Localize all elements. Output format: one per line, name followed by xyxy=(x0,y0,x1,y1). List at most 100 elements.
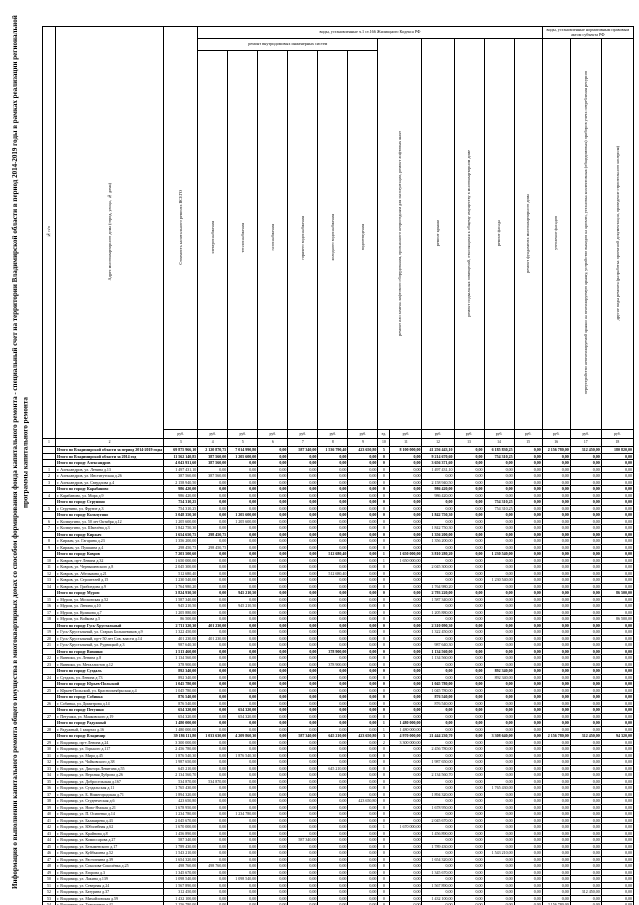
address-cell: г. Владимир, ул. Студенческая д.6 xyxy=(55,797,165,805)
value-cell: 0,00 xyxy=(600,855,635,863)
value-cell: 945 210,50 xyxy=(163,602,199,610)
value-cell: 987 640,30 xyxy=(163,641,199,649)
house-row: 26 г. Собинка, ул. Димитрова д.14 876 540,… xyxy=(41,699,635,707)
value-cell: 0,00 xyxy=(600,849,635,857)
subtotal-row: Итого по городу Собинка 876 540,00 0,00 0,0… xyxy=(41,693,635,701)
value-cell: 498 760,00 xyxy=(163,862,199,870)
value-cell: 0,00 xyxy=(513,855,543,863)
report-table: № п/п Адрес многоквартирного дома (город… xyxy=(41,26,635,905)
value-cell: 0,00 xyxy=(513,790,543,798)
value-cell: 1 045 780,00 xyxy=(163,686,199,694)
address-cell: г. Кольчугино, ул. 50 лет Октября д.12 xyxy=(55,517,165,525)
value-cell: 86 500,00 xyxy=(163,615,199,623)
value-cell: 876 540,00 xyxy=(163,693,199,701)
value-cell: 0,00 xyxy=(600,595,635,603)
report-table-container: № п/п Адрес многоквартирного дома (город… xyxy=(41,26,635,905)
house-row: 40 г. Владимир, ул. П. Осипенко д.14 1 234… xyxy=(41,810,635,818)
house-row: 51 г. Владимир, ул. Северная д.24 1 567 89… xyxy=(41,881,635,889)
index-cell: 12 xyxy=(421,438,455,447)
value-cell: 2 310 090,30 xyxy=(421,621,455,629)
value-cell: 0,00 xyxy=(513,667,543,675)
value-cell: 0,00 xyxy=(421,784,455,792)
address-cell: Итого по Владимирской области за период … xyxy=(55,446,165,454)
address-cell: г. Владимир, ул. Ново-Ямская д.21 xyxy=(55,803,165,811)
value-cell: 378 900,00 xyxy=(163,660,199,668)
house-row: 24 г. Суздаль, ул. Ленина д.73 892 340,00 0… xyxy=(41,673,635,681)
value-cell: 3 824 930,50 xyxy=(163,589,199,597)
value-cell: 1 230 540,00 xyxy=(163,576,199,584)
value-cell: 0,00 xyxy=(347,901,379,905)
address-cell: г. Владимир, ул. Комиссарова д.27 xyxy=(55,836,165,844)
value-cell: 0,00 xyxy=(513,894,543,902)
address-cell: г. Владимир, ул. Михайловская д.59 xyxy=(55,894,165,902)
value-cell: 1 543 210,00 xyxy=(163,849,199,857)
value-cell: 1 654 320,00 xyxy=(163,855,199,863)
value-cell: 0,00 xyxy=(513,738,543,746)
house-row: 17 г. Муром, ул. Куликова д.7 1 205 880,00… xyxy=(41,608,635,616)
address-cell: г. Юрьев-Польский, ул. Краснооктябрьская… xyxy=(55,686,165,694)
value-cell: 0,00 xyxy=(513,537,543,545)
house-row: 53 г. Владимир, ул. Михайловская д.59 1 43… xyxy=(41,894,635,902)
value-cell: 0,00 xyxy=(513,758,543,766)
house-row: 44 г. Владимир, ул. Комиссарова д.27 587 3… xyxy=(41,836,635,844)
value-cell: 0,00 xyxy=(600,738,635,746)
house-row: 22 г. Вязники, ул. Ленина д.8 1 134 560,00… xyxy=(41,654,635,662)
address-cell: г. Владимир, ул. Безыменского д.17 xyxy=(55,842,165,850)
value-cell: 0,00 xyxy=(600,868,635,876)
value-cell: 1 894 320,00 xyxy=(163,790,199,798)
house-row: 31 г. Владимир, ул. Мира д.45 1 876 540,30… xyxy=(41,751,635,759)
header-group-row: № п/п Адрес многоквартирного дома (город… xyxy=(41,26,635,439)
value-cell: 1 345 670,00 xyxy=(421,868,455,876)
unit-cell: руб. xyxy=(569,429,602,439)
value-cell: 2 045 300,00 xyxy=(163,563,199,571)
address-cell: Итого по городу Вязники xyxy=(55,647,165,655)
address-cell: г. Гусь-Хрустальный, пр-т 50 лет Сов. вл… xyxy=(55,634,165,642)
address-cell: г. Владимир, ул. Куйбышева д.52 xyxy=(55,849,165,857)
house-row: 43 г. Владимир, ул. Крайнова д.8 1 456 890… xyxy=(41,829,635,837)
group-header-housing-code: виды, установленные ч.1 ст.166 Жилищного… xyxy=(197,26,543,39)
value-cell: 1 432 100,00 xyxy=(163,894,199,902)
address-cell: г. Петушки, ул. Маяковского д.19 xyxy=(55,712,165,720)
value-cell: 1 205 880,00 xyxy=(163,608,199,616)
value-cell: 0,00 xyxy=(600,771,635,779)
house-row: 32 г. Владимир, ул. Чайковского д.38 1 987… xyxy=(41,758,635,766)
value-cell: 0,00 xyxy=(600,673,635,681)
value-cell: 534 870,00 xyxy=(163,777,199,785)
value-cell: 0,00 xyxy=(513,862,543,870)
value-cell: 0,00 xyxy=(600,608,635,616)
value-cell: 1 205 880,00 xyxy=(421,608,455,616)
value-cell: 0,00 xyxy=(513,524,543,532)
house-row: 9 г. Киржач, ул. Пушкина д.4 298 450,75 298… xyxy=(41,543,635,551)
value-cell: 1 587 340,00 xyxy=(163,595,199,603)
value-cell: 0,00 xyxy=(421,719,455,727)
value-cell: 0,00 xyxy=(513,686,543,694)
value-cell: 1 356 200,00 xyxy=(421,537,455,545)
value-cell: 645 210,00 xyxy=(163,764,199,772)
value-cell: 0,00 xyxy=(600,790,635,798)
value-cell: 1 480 000,00 xyxy=(163,725,199,733)
address-cell: г. Владимир, ул. Егорова д.3 xyxy=(55,868,165,876)
unit-cell: руб. xyxy=(317,429,349,439)
house-row: 21 г. Гусь-Хрустальный, ул. Рудницкой д.3… xyxy=(41,641,635,649)
address-cell: г. Кольчугино, ул. Шмелёва д.3 xyxy=(55,524,165,532)
house-row: 16 г. Муром, ул. Ленина д.10 945 210,50 0,0… xyxy=(41,602,635,610)
unit-cell: руб. xyxy=(287,429,319,439)
col-header-total: Стоимость капитального ремонта ВСЕГО xyxy=(163,26,199,430)
house-row: 11 г. Ковров, ул. Чернышевского д.8 2 045 … xyxy=(41,563,635,571)
header-systems-row: электроснабжения теплоснабжения газоснаб… xyxy=(43,50,634,430)
address-cell: г. Владимир, ул. Крайнова д.8 xyxy=(55,829,165,837)
value-cell: 0,00 xyxy=(513,517,543,525)
unit-cell: руб. xyxy=(453,429,485,439)
address-cell: Итого по городу Владимир xyxy=(55,732,165,740)
value-cell: 0,00 xyxy=(421,888,455,896)
unit-cell: руб. xyxy=(483,429,515,439)
house-row: 28 г. Радужный, 1 квартал д.16 1 480 000,0… xyxy=(41,725,635,733)
unit-cell: руб. xyxy=(347,429,379,439)
value-cell: 1 432 100,00 xyxy=(421,894,455,902)
house-row: 10 г. Ковров, пр-т Ленина д.32 1 650 000,0… xyxy=(41,556,635,564)
value-cell: 654 320,00 xyxy=(163,712,199,720)
value-cell: 423 650,80 xyxy=(163,797,199,805)
value-cell: 0,00 xyxy=(600,576,635,584)
index-cell: 4 xyxy=(197,438,229,447)
value-cell: 1 134 560,00 xyxy=(421,647,455,655)
